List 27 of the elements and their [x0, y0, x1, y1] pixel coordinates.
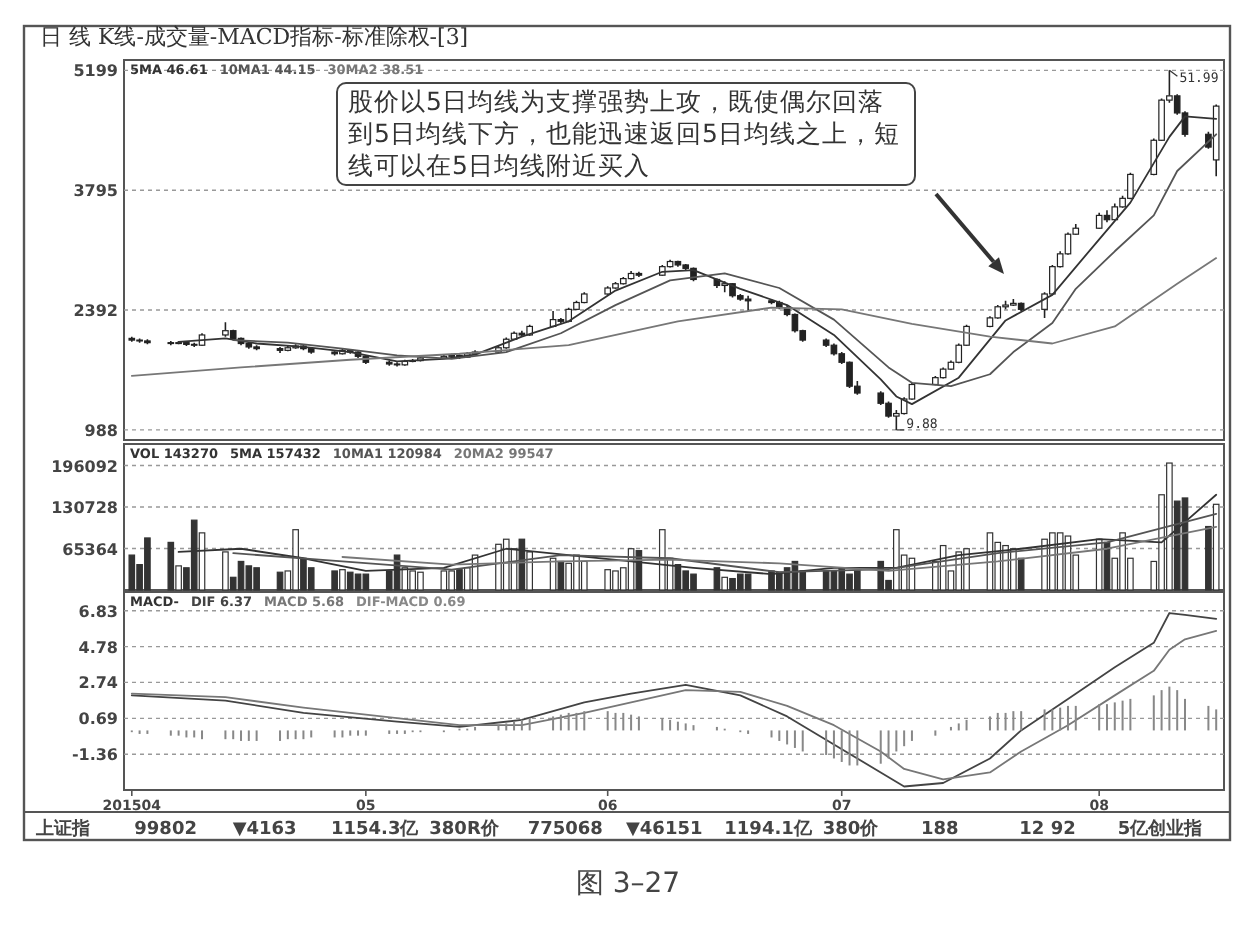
y-tick-label: 5199 [73, 62, 119, 81]
y-tick-label: 2.74 [78, 674, 119, 693]
y-tick-label: 130728 [51, 499, 119, 518]
annotation: 股价以5日均线为支撑强势上攻，既使偶尔回落到5日均线下方，也能迅速返回5日均线之上，短线可以在5日均线附近买入 [336, 82, 916, 186]
y-tick-label: 196092 [51, 457, 118, 476]
chart-title: 日 线 K线-成交量-MACD指标-标准除权-[3] [40, 24, 469, 50]
y-tick-label: 65364 [62, 540, 119, 559]
y-tick-label: 988 [84, 421, 119, 440]
caption: 图 3–27 [575, 868, 681, 900]
y-tick-label: 2392 [73, 302, 118, 321]
text: 188 [921, 820, 959, 840]
text: 1194.1亿 [724, 818, 814, 840]
text: ▼4163 [232, 820, 297, 840]
text: 12 92 [1019, 820, 1076, 840]
text: 380R价 [429, 818, 501, 840]
text: 99802 [134, 820, 197, 840]
y-tick-label: 0.69 [78, 710, 119, 729]
text: 5亿创业指 [1117, 818, 1203, 840]
text: ▼46151 [626, 820, 703, 840]
y-tick-label: -1.36 [71, 746, 119, 765]
y-tick-label: 3795 [73, 182, 119, 201]
text: 380价 [822, 818, 881, 840]
text: 1154.3亿 [331, 818, 421, 840]
y-tick-label: 6.83 [78, 602, 118, 621]
y-tick-label: 4.78 [78, 638, 119, 657]
text: 上证指 [34, 818, 90, 840]
text: 775068 [527, 820, 603, 840]
